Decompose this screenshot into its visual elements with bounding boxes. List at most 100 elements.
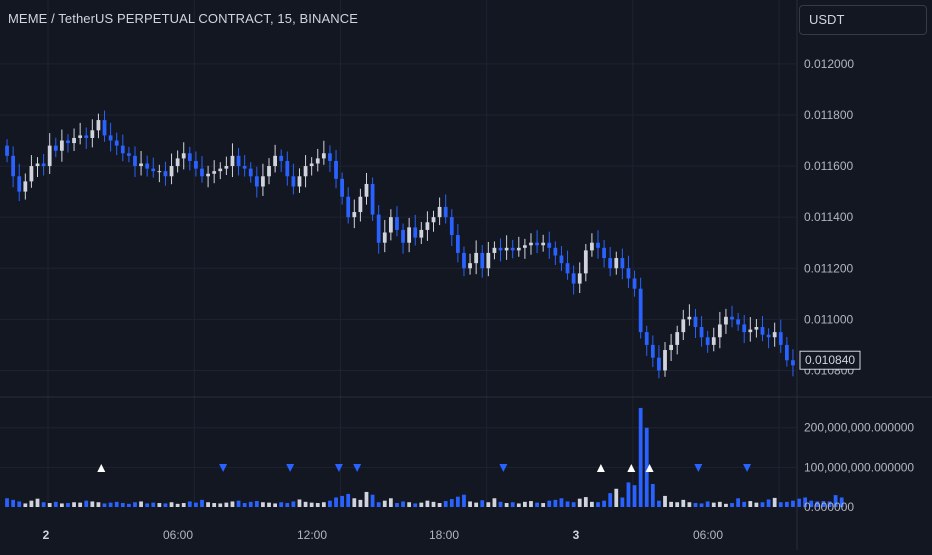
volume-bar xyxy=(778,502,783,507)
volume-bar xyxy=(510,502,515,507)
candle-body xyxy=(352,212,357,218)
candle xyxy=(194,151,198,177)
candle-body xyxy=(614,258,619,269)
volume-bar xyxy=(279,502,284,507)
volume-bar xyxy=(504,503,509,507)
candle-body xyxy=(523,245,527,248)
candle-body xyxy=(194,160,198,169)
current-price-box xyxy=(799,350,861,370)
candle xyxy=(583,243,588,282)
grid-lines xyxy=(0,0,796,507)
candle xyxy=(224,156,229,176)
candle xyxy=(455,224,460,263)
candle-body xyxy=(748,329,753,333)
candle-body xyxy=(638,288,643,333)
volume-bar xyxy=(791,500,795,507)
candle-body xyxy=(736,319,741,325)
candle-body xyxy=(730,316,734,320)
candle xyxy=(705,330,710,353)
volume-bar xyxy=(425,500,430,507)
volume-bar xyxy=(468,501,472,507)
candle xyxy=(687,304,692,326)
volume-bar xyxy=(194,502,198,507)
volume-bar xyxy=(120,503,125,507)
candle xyxy=(321,140,326,165)
volume-bar xyxy=(498,501,503,507)
volume-bar xyxy=(839,497,844,507)
volume-bar xyxy=(35,498,40,507)
signal-down-marker xyxy=(219,464,228,472)
candle-body xyxy=(206,173,210,177)
candle-body xyxy=(218,168,223,172)
candle xyxy=(614,251,619,275)
candle xyxy=(273,144,277,173)
candle xyxy=(754,319,759,338)
currency-selector[interactable]: USDT xyxy=(799,5,927,35)
volume-bar xyxy=(541,503,546,507)
candle xyxy=(516,236,521,257)
candle xyxy=(724,308,728,334)
volume-bar xyxy=(620,497,625,507)
candle-body xyxy=(419,229,424,238)
volume-bar xyxy=(151,502,156,507)
volume-bar xyxy=(516,503,521,507)
candle-body xyxy=(108,135,113,141)
candle-body xyxy=(401,229,405,243)
candle-body xyxy=(102,120,107,136)
volume-bar xyxy=(559,498,564,507)
candle-body xyxy=(315,158,320,164)
time-tick-label: 3 xyxy=(573,528,580,542)
candle-body xyxy=(468,263,472,269)
candle-body xyxy=(657,357,661,371)
volume-bar xyxy=(248,501,253,507)
signal-markers xyxy=(97,464,752,472)
candle-body xyxy=(248,168,253,177)
candle-body xyxy=(571,273,576,284)
candle xyxy=(53,137,58,158)
volume-bar xyxy=(41,502,46,507)
volume-bar xyxy=(84,500,89,507)
candle xyxy=(90,119,95,148)
candle-body xyxy=(59,140,64,151)
volume-bar xyxy=(407,502,412,507)
candle xyxy=(717,311,722,349)
volume-bar xyxy=(699,503,704,507)
candle xyxy=(742,315,747,344)
candle xyxy=(236,147,241,176)
volume-bar xyxy=(261,502,265,507)
candle-body xyxy=(437,206,442,218)
candle xyxy=(297,168,302,193)
volume-bar xyxy=(486,502,491,507)
candle xyxy=(242,155,247,177)
candle-body xyxy=(364,183,369,197)
candle xyxy=(486,241,491,277)
candle xyxy=(492,241,497,260)
candle-body xyxy=(791,360,795,366)
volume-bar xyxy=(29,500,34,507)
candle-body xyxy=(187,153,192,161)
volume-bar xyxy=(797,498,801,507)
candle-body xyxy=(620,258,625,269)
volume-bar xyxy=(66,503,70,507)
candle xyxy=(468,253,472,275)
chart-title: MEME / TetherUS PERPETUAL CONTRACT, 15, … xyxy=(8,11,359,26)
candle-body xyxy=(127,153,131,156)
candle-body xyxy=(474,252,479,264)
candle xyxy=(425,211,430,241)
candle xyxy=(145,155,150,177)
candle xyxy=(462,246,466,277)
candle xyxy=(784,336,789,367)
candle xyxy=(413,214,418,246)
signal-up-marker xyxy=(645,464,654,472)
candle-body xyxy=(35,163,40,167)
candle xyxy=(206,165,210,188)
candle-body xyxy=(669,344,673,351)
volume-bar xyxy=(187,501,192,507)
candle xyxy=(41,154,46,176)
candle-body xyxy=(772,332,777,338)
candle xyxy=(96,113,101,139)
candle xyxy=(309,157,314,176)
volume-bar xyxy=(5,498,9,507)
